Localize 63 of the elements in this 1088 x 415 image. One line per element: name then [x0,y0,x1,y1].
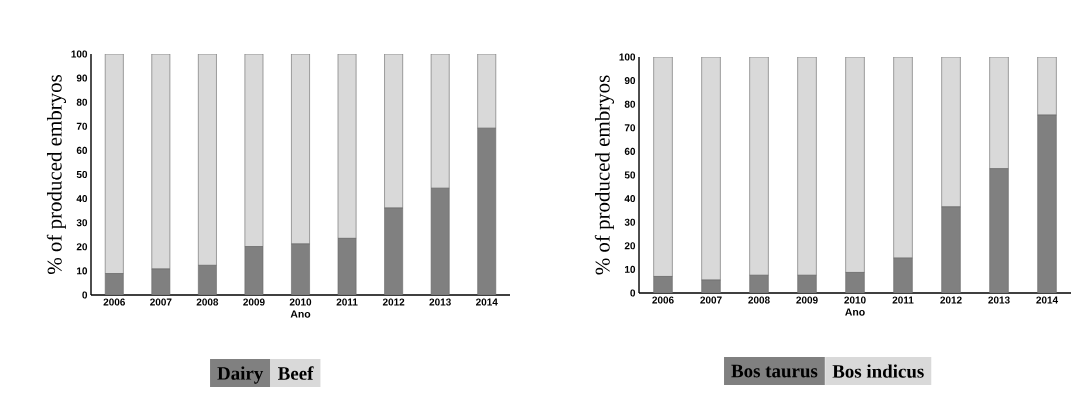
y-tick-label: 90 [76,74,88,82]
y-tick-label: 10 [625,265,636,273]
x-tick-label: 2013 [429,298,451,306]
y-tick-label: 0 [82,291,88,299]
bar [477,127,497,295]
x-tick-label: 2011 [336,298,358,306]
y-tick-label: 30 [76,219,88,227]
x-tick-label: 2012 [940,296,962,304]
x-tick-label: 2012 [382,298,405,306]
bar [941,206,961,293]
bar [477,54,497,129]
y-axis-title: % of produced embryos [594,75,615,275]
text: Bos indicus [832,364,924,378]
x-tick-label: 2008 [748,296,770,304]
bar [384,207,403,295]
text: Beef [278,366,314,380]
y-tick-label: 70 [76,122,88,130]
x-axis-title: Ano [845,308,865,316]
bar [989,168,1009,293]
y-tick-label: 80 [624,100,636,108]
text: Bos taurus [731,364,818,378]
x-tick-label: 2010 [289,298,312,306]
y-tick-label: 40 [76,195,88,203]
y-tick-label: 80 [76,98,88,106]
y-tick-label: 30 [624,218,636,226]
bar [291,243,310,295]
y-tick-label: 70 [624,124,636,132]
bar [893,257,913,293]
y-tick-label: 100 [71,50,88,58]
x-tick-label: 2009 [243,298,265,306]
y-tick-label: 40 [624,195,636,203]
x-tick-label: 2006 [103,298,125,306]
x-axis-title: Ano [290,310,311,318]
y-tick-label: 90 [624,77,636,85]
x-tick-label: 2014 [475,298,498,306]
y-tick-label: 50 [624,171,636,179]
y-tick-label: 50 [76,170,88,179]
text: Dairy [217,366,264,384]
x-tick-label: 2010 [844,296,866,304]
y-tick-label: 60 [76,146,88,154]
x-tick-label: 2007 [700,296,722,304]
bar [151,54,171,270]
bar [104,54,124,274]
y-tick-label: 0 [630,289,636,297]
bar [384,54,403,209]
y-tick-label: 20 [76,243,88,251]
bar [291,54,310,245]
x-tick-label: 2008 [196,298,219,306]
x-tick-label: 2009 [796,296,818,304]
bar [430,54,450,189]
y-tick-label: 20 [624,242,636,250]
x-tick-label: 2013 [988,296,1010,304]
bar [430,187,450,295]
y-tick-label: 10 [77,267,88,275]
x-tick-label: 2007 [150,298,172,306]
bar [1037,114,1057,293]
y-axis-title: % of produced embryos [46,75,67,274]
bar [198,54,217,266]
x-tick-label: 2014 [1036,296,1059,304]
y-tick-label: 100 [619,53,636,61]
x-tick-label: 2006 [652,296,674,304]
x-tick-label: 2011 [892,296,914,304]
y-tick-label: 60 [624,147,636,155]
